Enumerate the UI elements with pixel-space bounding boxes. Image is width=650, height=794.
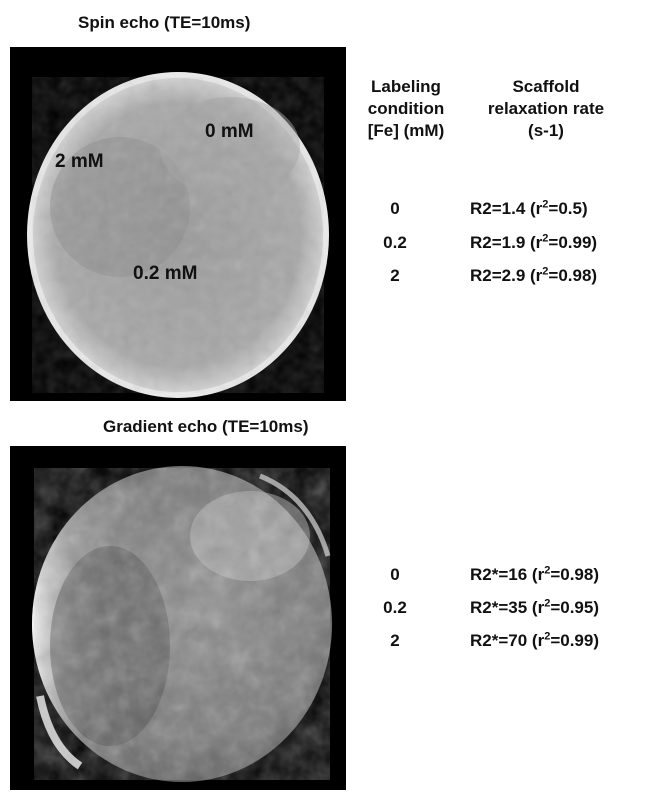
gradient-rate-0-2: R2*=35 (r2=0.95) (470, 597, 599, 617)
image-label-2mm: 2 mM (55, 151, 104, 172)
gradient-fe-0: 0 (390, 565, 400, 584)
gradient-rate-2: R2*=70 (r2=0.99) (470, 630, 599, 650)
spin-fe-2: 2 (390, 266, 400, 285)
spin-echo-image: 0 mM 2 mM 0.2 mM (10, 47, 346, 401)
gradient-fe-0-2: 0.2 (383, 598, 407, 617)
gradient-echo-image (10, 446, 346, 790)
image-label-0mm: 0 mM (205, 121, 254, 142)
spin-rate-2: R2=2.9 (r2=0.98) (470, 265, 598, 285)
spin-rate-0: R2=1.4 (r2=0.5) (470, 198, 588, 218)
image-label-0-2mm: 0.2 mM (133, 263, 197, 284)
gradient-fe-2: 2 (390, 631, 400, 650)
relaxation-rate-header: Scaffold relaxation rate (s-1) (487, 77, 605, 140)
spin-rate-0-2: R2=1.9 (r2=0.99) (470, 232, 598, 252)
labeling-condition-header: Labeling condition [Fe] (mM) (367, 77, 445, 140)
gradient-rate-0: R2*=16 (r2=0.98) (470, 564, 599, 584)
gradient-echo-title: Gradient echo (TE=10ms) (103, 417, 309, 436)
spin-fe-0: 0 (390, 199, 400, 218)
spin-echo-title: Spin echo (TE=10ms) (78, 13, 251, 32)
spin-fe-0-2: 0.2 (383, 233, 407, 252)
